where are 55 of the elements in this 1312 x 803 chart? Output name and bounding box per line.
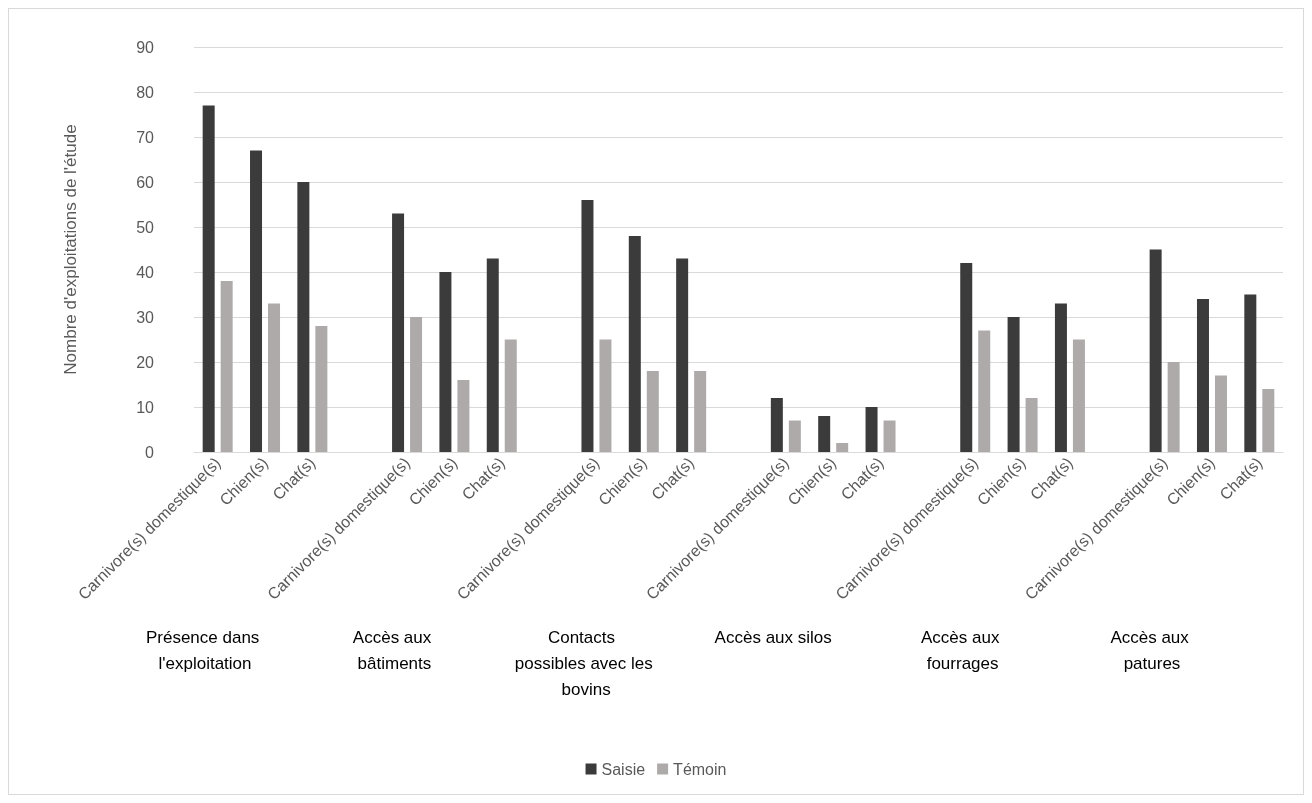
y-tick-label: 30: [136, 308, 155, 326]
bar: [1025, 398, 1038, 452]
bar: [694, 371, 707, 452]
bar: [268, 303, 281, 452]
bar: [315, 326, 328, 452]
bar: [599, 339, 612, 452]
y-tick-label: 0: [145, 443, 155, 461]
bar: [836, 443, 849, 452]
text: Accès aux silos: [714, 627, 832, 647]
bar: [1007, 317, 1020, 452]
y-tick-label: 70: [136, 128, 155, 146]
bar: [220, 281, 233, 452]
y-tick-label: 10: [136, 398, 155, 416]
bar: [439, 272, 452, 452]
bar: [392, 213, 405, 452]
legend-label: Saisie: [601, 760, 646, 778]
text: Contacts possibles avec les bovins: [514, 627, 653, 699]
text: Accès aux fourrages: [921, 627, 1005, 673]
bar: [250, 150, 263, 452]
bar: [676, 258, 689, 452]
y-tick-label: 50: [136, 218, 155, 236]
bar: [1072, 339, 1085, 452]
bar: [1214, 375, 1227, 452]
bar: [770, 398, 783, 452]
bar: [297, 182, 310, 452]
y-tick-label: 20: [136, 353, 155, 371]
bar: [883, 420, 896, 452]
bar: [865, 407, 878, 452]
y-tick-label: 40: [136, 263, 155, 281]
bar: [1196, 299, 1209, 452]
bar: [457, 380, 470, 452]
bar: [1149, 249, 1162, 452]
y-tick-label: 80: [136, 83, 155, 101]
bar: [818, 416, 831, 452]
text: Accès aux bâtiments: [352, 627, 436, 673]
bar: [1054, 303, 1067, 452]
legend-label: Témoin: [673, 760, 727, 778]
bar: [202, 105, 215, 452]
bar: [410, 317, 423, 452]
y-axis-title: Nombre d'exploitations de l'étude: [61, 124, 80, 375]
bar: [1244, 294, 1257, 452]
text: Présence dans l'exploitation: [145, 627, 265, 673]
y-tick-label: 60: [136, 173, 155, 191]
bar: [788, 420, 801, 452]
bar: [504, 339, 517, 452]
bar: [960, 263, 973, 452]
bar: [1262, 389, 1275, 452]
bar: [978, 330, 991, 452]
bar: [628, 236, 641, 452]
bar: [1167, 362, 1180, 452]
text: Accès aux patures: [1110, 627, 1194, 673]
bar: [486, 258, 499, 452]
bar: [646, 371, 659, 452]
y-tick-label: 90: [136, 38, 155, 56]
bar: [581, 200, 594, 452]
